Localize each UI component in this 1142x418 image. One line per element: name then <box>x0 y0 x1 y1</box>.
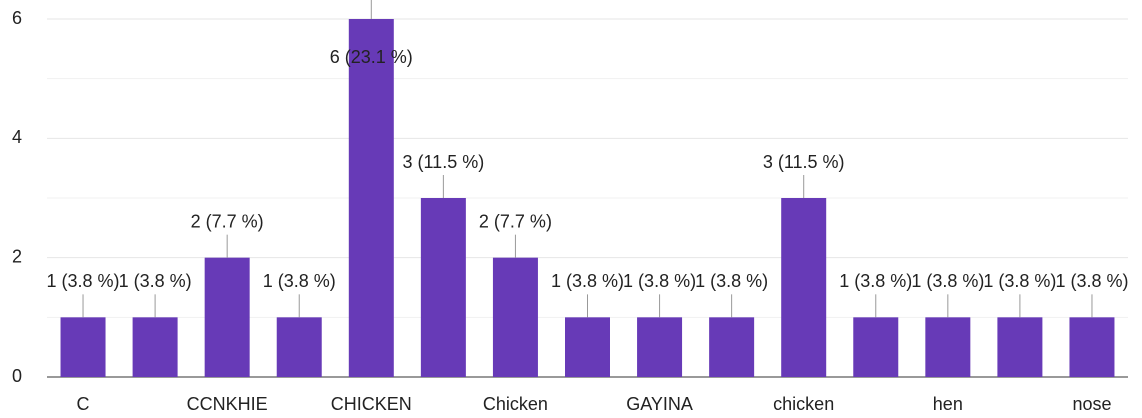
bar <box>60 317 106 377</box>
data-label: 1 (3.8 %) <box>623 271 696 291</box>
bar <box>853 317 899 377</box>
data-label: 1 (3.8 %) <box>983 271 1056 291</box>
bar <box>1069 317 1115 377</box>
data-label: 1 (3.8 %) <box>551 271 624 291</box>
x-tick-label: C <box>77 394 90 414</box>
y-tick-label: 6 <box>12 8 22 28</box>
x-tick-label: GAYINA <box>626 394 693 414</box>
bar <box>637 317 683 377</box>
data-label: 3 (11.5 %) <box>403 152 485 172</box>
bar <box>276 317 322 377</box>
data-label: 1 (3.8 %) <box>911 271 984 291</box>
x-tick-label: Chicken <box>483 394 548 414</box>
bar <box>997 317 1043 377</box>
bar <box>348 19 394 377</box>
bar <box>781 198 827 377</box>
bar <box>132 317 178 377</box>
bar <box>925 317 971 377</box>
data-label: 1 (3.8 %) <box>839 271 912 291</box>
x-tick-label: CCNKHIE <box>187 394 268 414</box>
data-label: 2 (7.7 %) <box>479 211 552 231</box>
bar <box>709 317 755 377</box>
bar <box>420 198 466 377</box>
x-tick-label: nose <box>1072 394 1111 414</box>
data-label: 2 (7.7 %) <box>191 211 264 231</box>
bar <box>492 257 538 377</box>
bar <box>204 257 250 377</box>
data-label: 1 (3.8 %) <box>1055 271 1128 291</box>
data-label: 3 (11.5 %) <box>763 152 845 172</box>
x-tick-label: CHICKEN <box>331 394 412 414</box>
data-label: 1 (3.8 %) <box>47 271 120 291</box>
y-tick-label: 4 <box>12 127 22 147</box>
data-label: 6 (23.1 %) <box>330 47 413 67</box>
y-tick-label: 2 <box>12 246 22 266</box>
x-tick-label: hen <box>933 394 963 414</box>
data-label: 1 (3.8 %) <box>695 271 768 291</box>
x-tick-label: chicken <box>773 394 834 414</box>
y-tick-label: 0 <box>12 366 22 386</box>
data-label: 1 (3.8 %) <box>263 271 336 291</box>
bar <box>565 317 610 377</box>
data-label: 1 (3.8 %) <box>119 271 192 291</box>
